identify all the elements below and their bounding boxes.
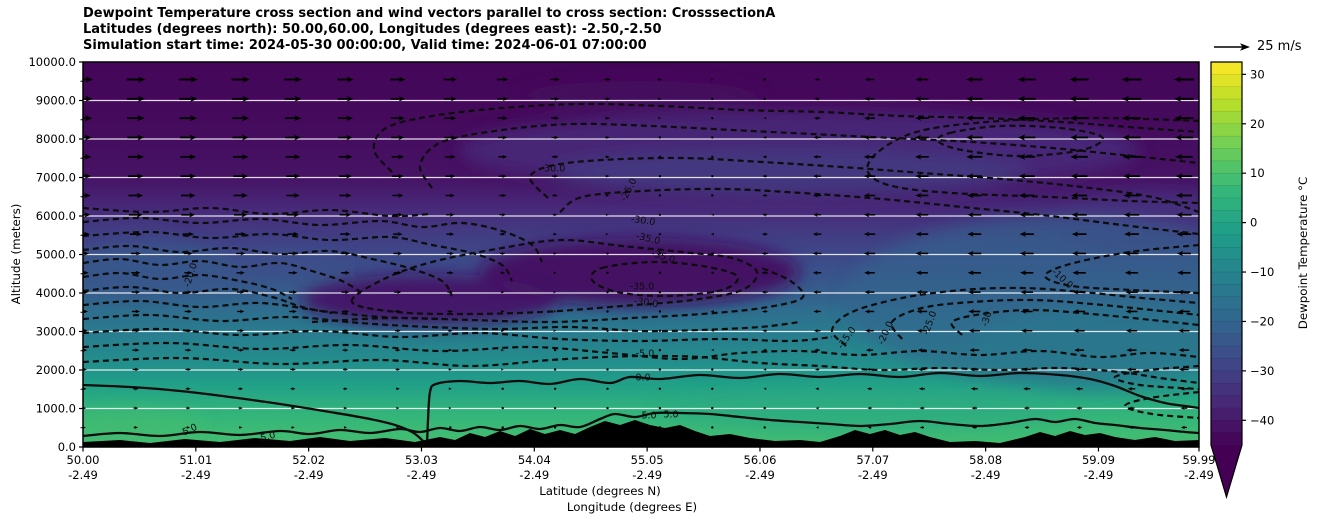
svg-text:57.07: 57.07	[856, 453, 889, 467]
svg-text:−20: −20	[1250, 314, 1274, 328]
svg-text:-2.49: -2.49	[294, 468, 324, 482]
figure-title-line3: Simulation start time: 2024-05-30 00:00:…	[83, 38, 647, 53]
svg-text:-2.49: -2.49	[181, 468, 211, 482]
svg-text:-30.0: -30.0	[630, 214, 656, 228]
svg-text:0: 0	[1250, 216, 1257, 230]
svg-text:-2.49: -2.49	[858, 468, 888, 482]
svg-text:1000.0: 1000.0	[36, 402, 76, 416]
svg-text:20: 20	[1250, 117, 1265, 131]
svg-text:−10: −10	[1250, 265, 1274, 279]
svg-text:2000.0: 2000.0	[36, 363, 76, 377]
svg-text:8000.0: 8000.0	[36, 132, 76, 146]
colorbar: 30 20 10 0 −10 −20 −30 −40	[1210, 61, 1274, 500]
svg-text:4000.0: 4000.0	[36, 286, 76, 300]
svg-text:-30: -30	[979, 310, 994, 328]
svg-text:-30.0: -30.0	[541, 164, 566, 175]
svg-text:52.02: 52.02	[292, 453, 325, 467]
svg-text:0.0: 0.0	[635, 373, 650, 384]
svg-text:9000.0: 9000.0	[36, 94, 76, 108]
contour-lines-layer	[83, 102, 1199, 447]
svg-text:3000.0: 3000.0	[36, 325, 76, 339]
svg-text:-2.49: -2.49	[1084, 468, 1114, 482]
svg-text:-2.49: -2.49	[68, 468, 98, 482]
colorbar-label: Dewpoint Temperature °C	[1296, 176, 1310, 330]
svg-text:59.99: 59.99	[1183, 453, 1216, 467]
svg-text:-2.49: -2.49	[971, 468, 1001, 482]
svg-text:-2.49: -2.49	[632, 468, 662, 482]
altitude-gridlines	[83, 99, 1199, 410]
svg-text:-2.49: -2.49	[1184, 468, 1214, 482]
quiver-key-label: 25 m/s	[1257, 39, 1302, 54]
svg-text:-2.49: -2.49	[519, 468, 549, 482]
y-axis-label: Altitude (meters)	[9, 203, 23, 305]
svg-text:30: 30	[1250, 67, 1265, 81]
x-axis-label-latitude: Latitude (degrees N)	[539, 484, 661, 498]
svg-text:5000.0: 5000.0	[36, 248, 76, 262]
svg-text:56.06: 56.06	[744, 453, 777, 467]
svg-text:54.04: 54.04	[518, 453, 551, 467]
svg-text:10000.0: 10000.0	[28, 55, 76, 69]
x-axis-label-longitude: Longitude (degrees E)	[566, 500, 698, 514]
svg-text:53.03: 53.03	[405, 453, 438, 467]
svg-text:6000.0: 6000.0	[36, 209, 76, 223]
figure-title-line2: Latitudes (degrees north): 50.00,60.00, …	[83, 22, 662, 37]
svg-text:5.0: 5.0	[663, 410, 678, 421]
svg-text:-2.49: -2.49	[407, 468, 437, 482]
svg-text:5.0: 5.0	[259, 430, 276, 445]
svg-text:55.05: 55.05	[631, 453, 664, 467]
svg-text:51.01: 51.01	[179, 453, 212, 467]
svg-text:58.08: 58.08	[969, 453, 1002, 467]
svg-text:50.00: 50.00	[67, 453, 100, 467]
quiver-key-arrow	[1214, 43, 1250, 51]
svg-text:7000.0: 7000.0	[36, 171, 76, 185]
svg-text:-35.0: -35.0	[630, 282, 655, 293]
svg-text:−40: −40	[1250, 413, 1274, 427]
svg-text:5.0: 5.0	[641, 411, 656, 422]
svg-text:10: 10	[1250, 166, 1265, 180]
svg-text:-30.0: -30.0	[633, 296, 659, 310]
svg-text:-2.49: -2.49	[745, 468, 775, 482]
figure-title-line1: Dewpoint Temperature cross section and w…	[83, 6, 776, 21]
axes-frame: 0.0 1000.0 2000.0 3000.0 4000.0 5000.0 6000.0 7…	[28, 55, 1215, 482]
svg-text:59.09: 59.09	[1082, 453, 1115, 467]
svg-text:−30: −30	[1250, 364, 1274, 378]
terrain-silhouette	[83, 420, 1199, 447]
wind-arrows-layer	[83, 76, 1195, 430]
svg-text:-5.0: -5.0	[636, 349, 655, 360]
svg-text:0.0: 0.0	[58, 440, 76, 454]
